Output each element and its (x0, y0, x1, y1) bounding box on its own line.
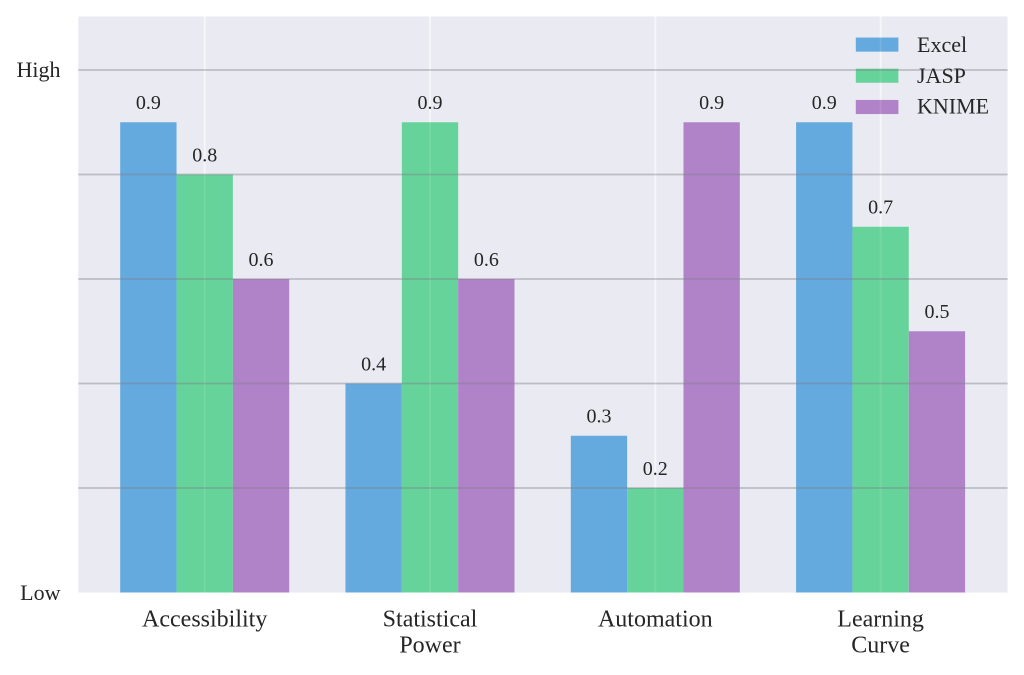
svg-text:Learning: Learning (837, 606, 924, 632)
svg-text:KNIME: KNIME (917, 94, 989, 119)
svg-text:0.3: 0.3 (586, 406, 611, 428)
svg-text:0.9: 0.9 (699, 92, 724, 114)
svg-text:0.6: 0.6 (474, 249, 499, 271)
svg-text:0.8: 0.8 (192, 144, 217, 166)
svg-text:0.9: 0.9 (418, 92, 443, 114)
svg-text:Accessibility: Accessibility (142, 606, 267, 632)
svg-text:0.6: 0.6 (249, 249, 274, 271)
svg-text:Statistical: Statistical (383, 606, 478, 632)
svg-text:0.9: 0.9 (136, 92, 161, 114)
svg-text:0.7: 0.7 (868, 197, 893, 219)
svg-text:Low: Low (20, 580, 60, 605)
svg-text:0.2: 0.2 (643, 458, 668, 480)
svg-text:Power: Power (399, 633, 460, 659)
svg-text:JASP: JASP (917, 63, 966, 88)
svg-text:Excel: Excel (917, 32, 967, 57)
svg-text:0.4: 0.4 (361, 353, 386, 375)
svg-text:Automation: Automation (598, 606, 713, 632)
svg-text:High: High (17, 57, 61, 82)
svg-text:Curve: Curve (851, 633, 910, 659)
svg-text:0.5: 0.5 (924, 301, 949, 323)
svg-text:0.9: 0.9 (812, 92, 837, 114)
